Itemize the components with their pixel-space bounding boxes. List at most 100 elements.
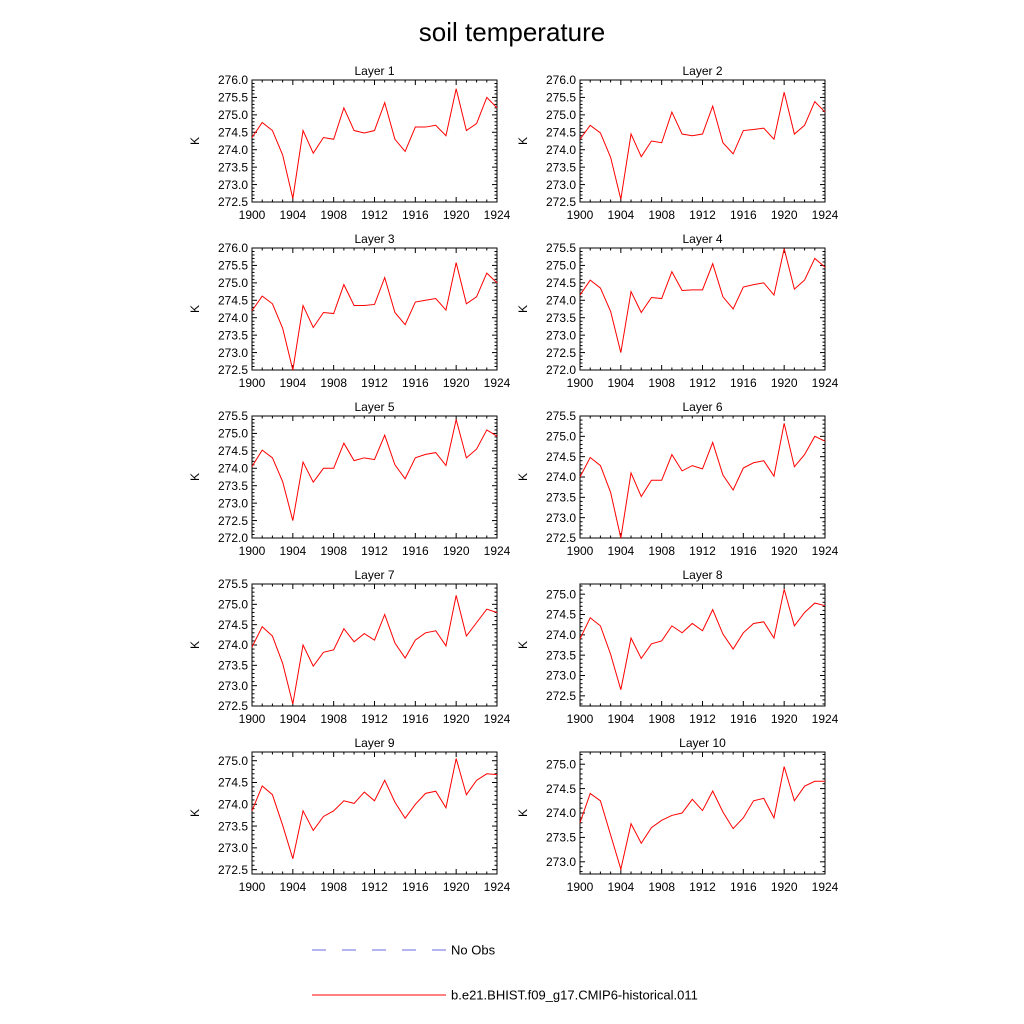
layer-9-y-tick-label: 275.0 (218, 754, 248, 768)
layer-10-y-tick-label: 274.5 (546, 782, 576, 796)
layer-3-x-tick-label: 1920 (443, 376, 470, 390)
layer-1-x-tick-label: 1912 (361, 208, 388, 222)
layer-5-x-tick-label: 1916 (402, 544, 429, 558)
layer-8-x-tick-label: 1908 (648, 712, 675, 726)
layer-2-x-tick-label: 1900 (567, 208, 594, 222)
layer-4-ticks (579, 247, 826, 371)
layer-9-series-line-1 (251, 758, 498, 859)
layer-10-x-tick-label: 1920 (771, 880, 798, 894)
layer-4-y-tick-label: 272.5 (546, 346, 576, 360)
layer-6-panel: Layer 6 K 272.5 273.0 273.5 274.0 274.5 275.0 27… (516, 400, 839, 558)
layer-2-x-tick-label: 1916 (730, 208, 757, 222)
legend-model-label: b.e21.BHIST.f09_g17.CMIP6-historical.011 (451, 988, 698, 1003)
layer-8-title: Layer 8 (682, 568, 722, 582)
layer-6-y-tick-label: 275.5 (546, 409, 576, 423)
layer-9-x-tick-label: 1924 (484, 880, 511, 894)
layer-3-y-tick-label: 275.0 (218, 276, 248, 290)
layer-6-y-tick-label: 273.5 (546, 491, 576, 505)
layer-5-y-tick-label: 274.0 (218, 461, 248, 475)
layer-5-y-tick-label: 274.5 (218, 444, 248, 458)
layer-2-y-tick-label: 273.0 (546, 178, 576, 192)
layer-5-x-tick-label: 1912 (361, 544, 388, 558)
layer-6-x-tick-label: 1900 (567, 544, 594, 558)
layer-8-x-tick-label: 1916 (730, 712, 757, 726)
layer-3-series-line-1 (251, 262, 498, 371)
layer-9-x-tick-label: 1908 (320, 880, 347, 894)
layer-2-panel: Layer 2 K 272.5 273.0 273.5 274.0 274.5 275.0 27… (516, 64, 839, 222)
layer-1-x-tick-label: 1900 (239, 208, 266, 222)
layer-8-x-tick-label: 1900 (567, 712, 594, 726)
layer-1-x-tick-label: 1904 (279, 208, 306, 222)
layer-8-series-line-1 (579, 589, 826, 690)
layer-6-x-tick-label: 1908 (648, 544, 675, 558)
layer-4-title: Layer 4 (682, 232, 722, 246)
layer-5-panel: Layer 5 K 272.0 272.5 273.0 273.5 274.0 274.5 27… (188, 400, 511, 558)
layer-1-y-tick-label: 274.0 (218, 143, 248, 157)
layer-5-ticks (251, 415, 498, 539)
layer-2-title: Layer 2 (682, 64, 722, 78)
layer-3-x-tick-label: 1900 (239, 376, 266, 390)
layer-7-y-tick-label: 275.5 (218, 577, 248, 591)
layer-7-x-tick-label: 1912 (361, 712, 388, 726)
layer-9-y-tick-label: 274.5 (218, 776, 248, 790)
layer-2-ticks (579, 79, 826, 203)
layer-3-x-tick-label: 1908 (320, 376, 347, 390)
layer-7-y-tick-label: 274.0 (218, 638, 248, 652)
layer-5-x-tick-label: 1900 (239, 544, 266, 558)
layer-2-x-tick-label: 1924 (812, 208, 839, 222)
layer-9-title: Layer 9 (354, 736, 394, 750)
layer-10-x-tick-label: 1900 (567, 880, 594, 894)
layer-4-x-tick-label: 1904 (607, 376, 634, 390)
layer-4-x-tick-label: 1900 (567, 376, 594, 390)
layer-2-y-tick-label: 275.0 (546, 108, 576, 122)
layer-3-y-tick-label: 274.0 (218, 311, 248, 325)
layer-9-panel: Layer 9 K 272.5 273.0 273.5 274.0 274.5 275.0 19… (188, 736, 511, 894)
layer-1-y-tick-label: 275.5 (218, 91, 248, 105)
layer-2-y-tick-label: 272.5 (546, 195, 576, 209)
layer-4-y-tick-label: 275.0 (546, 259, 576, 273)
layer-10-y-tick-label: 274.0 (546, 806, 576, 820)
layer-1-x-tick-label: 1908 (320, 208, 347, 222)
layer-7-y-tick-label: 272.5 (218, 699, 248, 713)
layer-4-x-tick-label: 1920 (771, 376, 798, 390)
layer-2-y-tick-label: 273.5 (546, 160, 576, 174)
layer-7-x-tick-label: 1908 (320, 712, 347, 726)
layer-9-y-axis-label: K (188, 809, 202, 817)
layer-5-x-tick-label: 1924 (484, 544, 511, 558)
layer-5-y-tick-label: 275.5 (218, 409, 248, 423)
layer-7-y-axis-label: K (188, 641, 202, 649)
layer-8-y-tick-label: 273.5 (546, 648, 576, 662)
layer-10-x-tick-label: 1924 (812, 880, 839, 894)
layer-4-panel: Layer 4 K 272.0 272.5 273.0 273.5 274.0 274.5 27… (516, 232, 839, 390)
layer-7-y-tick-label: 273.5 (218, 659, 248, 673)
layer-9-x-tick-label: 1920 (443, 880, 470, 894)
layer-9-plot-frame (251, 751, 498, 875)
layer-10-y-tick-label: 273.0 (546, 855, 576, 869)
layer-6-y-tick-label: 275.0 (546, 430, 576, 444)
layer-7-x-tick-label: 1900 (239, 712, 266, 726)
layer-2-x-tick-label: 1908 (648, 208, 675, 222)
layer-8-ticks (579, 584, 826, 706)
layer-9-x-tick-label: 1904 (279, 880, 306, 894)
layer-2-y-tick-label: 274.5 (546, 125, 576, 139)
legend-no-obs-label: No Obs (451, 943, 496, 958)
layer-10-y-tick-label: 275.0 (546, 757, 576, 771)
layer-10-x-tick-label: 1908 (648, 880, 675, 894)
layer-9-ticks (251, 751, 498, 875)
layer-4-y-tick-label: 274.0 (546, 293, 576, 307)
layer-1-ticks (251, 79, 498, 203)
layer-7-y-tick-label: 274.5 (218, 618, 248, 632)
layer-8-y-tick-label: 274.5 (546, 608, 576, 622)
layer-8-x-tick-label: 1904 (607, 712, 634, 726)
layer-1-series-line-1 (251, 88, 498, 199)
layer-5-y-tick-label: 273.5 (218, 479, 248, 493)
layer-3-x-tick-label: 1924 (484, 376, 511, 390)
layer-7-x-tick-label: 1920 (443, 712, 470, 726)
layer-2-x-tick-label: 1904 (607, 208, 634, 222)
layer-10-series-line-1 (579, 766, 825, 872)
layer-8-x-tick-label: 1924 (812, 712, 839, 726)
layer-8-y-tick-label: 275.0 (546, 587, 576, 601)
panel-grid: Layer 1 K 272.5 273.0 273.5 274.0 274.5 275.0 27… (188, 64, 839, 894)
layer-3-y-tick-label: 274.5 (218, 293, 248, 307)
layer-3-y-tick-label: 276.0 (218, 241, 248, 255)
